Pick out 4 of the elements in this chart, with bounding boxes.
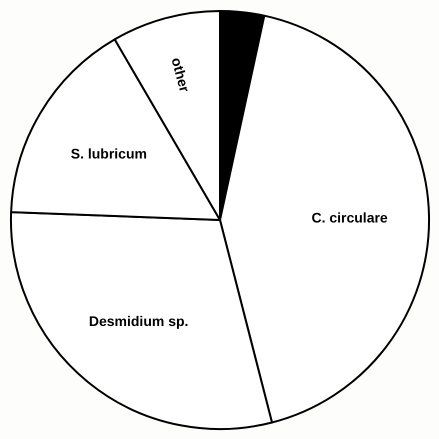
slice-label: S. lubricum <box>70 145 147 162</box>
slice-label: other <box>168 56 194 94</box>
slice-label: C. circulare <box>311 210 388 226</box>
slice-label: Desmidium sp. <box>88 312 188 329</box>
